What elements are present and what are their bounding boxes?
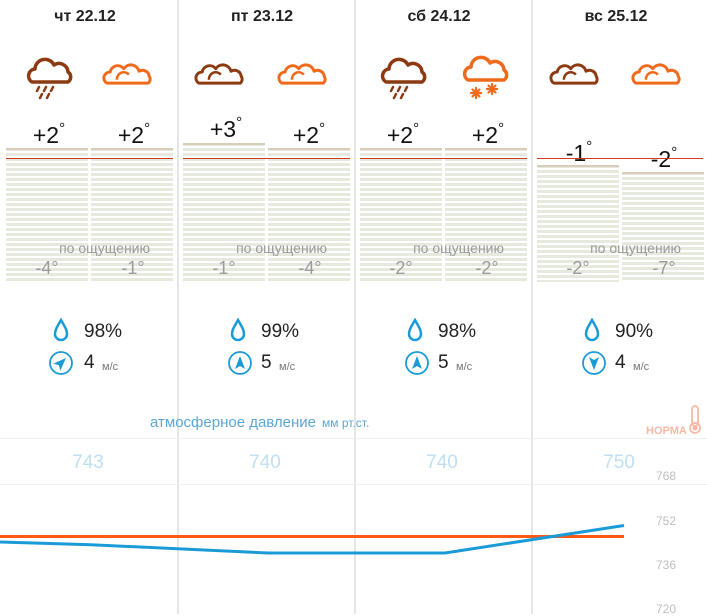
temp-bar	[183, 143, 265, 282]
y-tick: 736	[656, 558, 677, 572]
humidity-value: 90%	[615, 321, 654, 342]
humidity: 99%	[177, 318, 347, 346]
feels-night: -1°	[212, 258, 236, 278]
day-column-4: вс 25.12 -1° -2° по ощущению -2° -7° 90%…	[531, 0, 704, 614]
wind-speed: 5	[438, 352, 449, 373]
temp-bar	[622, 172, 704, 282]
feels-day: -7°	[652, 258, 676, 278]
zero-line	[537, 158, 703, 159]
zero-line	[6, 158, 173, 159]
temp-bar	[360, 148, 442, 282]
cloud-snow-icon	[462, 55, 509, 100]
wind-speed: 4	[615, 352, 626, 373]
pressure-line	[0, 524, 625, 555]
day-date: вс 25.12	[584, 8, 648, 25]
feels-night: -2°	[389, 258, 413, 278]
humidity-value: 99%	[261, 321, 300, 342]
pressure-title-text: атмосферное давление	[150, 414, 317, 431]
temp-bar	[445, 148, 527, 282]
day-column-1: чт 22.12 +2° +2° по ощущению -4° -1° 98%…	[0, 0, 173, 614]
feels-day: -2°	[475, 258, 499, 278]
wind-speed: 5	[261, 352, 272, 373]
water-drop-icon	[584, 318, 600, 342]
wind-unit: м/с	[102, 361, 119, 373]
temp-day: +2°	[292, 120, 326, 148]
wind-direction-icon	[582, 351, 606, 375]
cloud-icon	[549, 63, 599, 85]
temp-day: +2°	[117, 120, 151, 148]
pressure-unit: мм рт.ст.	[322, 416, 370, 430]
temp-night: -1°	[565, 138, 593, 166]
humidity: 98%	[354, 318, 524, 346]
divider	[354, 0, 356, 614]
divider	[177, 0, 179, 614]
grid-line	[0, 484, 707, 485]
wind-direction-icon	[405, 351, 429, 375]
wind-unit: м/с	[279, 361, 296, 373]
feels-day: -4°	[298, 258, 322, 278]
wind: 5 м/с	[177, 348, 347, 376]
cloud-rain-icon	[380, 57, 427, 100]
water-drop-icon	[407, 318, 423, 342]
cloud-icon	[277, 63, 327, 85]
zero-line	[183, 158, 350, 159]
pressure-value: 740	[249, 452, 281, 473]
temp-bar	[268, 148, 350, 282]
day-column-2: пт 23.12 +3° +2° по ощущению -1° -4° 99%…	[177, 0, 350, 614]
temp-bar	[6, 148, 88, 282]
temp-bar	[91, 148, 173, 282]
water-drop-icon	[53, 318, 69, 342]
feels-label: по ощущению	[413, 240, 504, 256]
feels-night: -4°	[35, 258, 59, 278]
feels-night: -2°	[566, 258, 590, 278]
pressure-title: атмосферное давление мм рт.ст.	[150, 414, 369, 431]
cloud-icon	[102, 63, 152, 85]
humidity-value: 98%	[84, 321, 123, 342]
day-column-3: сб 24.12 +2° +2° по ощущению -2° -2° 98%…	[354, 0, 527, 614]
cloud-rain-icon	[26, 57, 73, 100]
y-tick: 720	[656, 602, 677, 616]
cloud-icon	[631, 63, 681, 85]
y-tick: 768	[656, 469, 677, 483]
day-date: чт 22.12	[54, 8, 116, 25]
grid-line	[0, 438, 707, 439]
feels-label: по ощущению	[590, 240, 681, 256]
cloud-icon	[194, 63, 244, 85]
humidity-value: 98%	[438, 321, 477, 342]
temp-night: +2°	[32, 120, 66, 148]
wind: 4 м/с	[0, 348, 170, 376]
wind: 5 м/с	[354, 348, 524, 376]
humidity: 98%	[0, 318, 170, 346]
day-date: сб 24.12	[407, 8, 471, 25]
thermometer-icon	[689, 405, 701, 434]
water-drop-icon	[230, 318, 246, 342]
wind-direction-icon	[228, 351, 252, 375]
temp-day: +2°	[471, 120, 505, 148]
day-date: пт 23.12	[231, 8, 293, 25]
pressure-value: 740	[426, 452, 458, 473]
feels-day: -1°	[121, 258, 145, 278]
wind-direction-icon	[49, 351, 73, 375]
wind: 4 м/с	[531, 348, 701, 376]
norma-label: НОРМА	[646, 425, 687, 437]
feels-label: по ощущению	[236, 240, 327, 256]
pressure-value: 750	[603, 452, 635, 473]
divider	[531, 0, 533, 614]
temp-bar	[537, 165, 619, 282]
y-tick: 752	[656, 514, 677, 528]
wind-speed: 4	[84, 352, 95, 373]
wind-unit: м/с	[633, 361, 650, 373]
temp-night: +3°	[209, 114, 243, 142]
feels-label: по ощущению	[59, 240, 150, 256]
wind-unit: м/с	[456, 361, 473, 373]
temp-day: -2°	[650, 144, 678, 172]
zero-line	[360, 158, 527, 159]
humidity: 90%	[531, 318, 701, 346]
pressure-value: 743	[72, 452, 104, 473]
temp-night: +2°	[386, 120, 420, 148]
